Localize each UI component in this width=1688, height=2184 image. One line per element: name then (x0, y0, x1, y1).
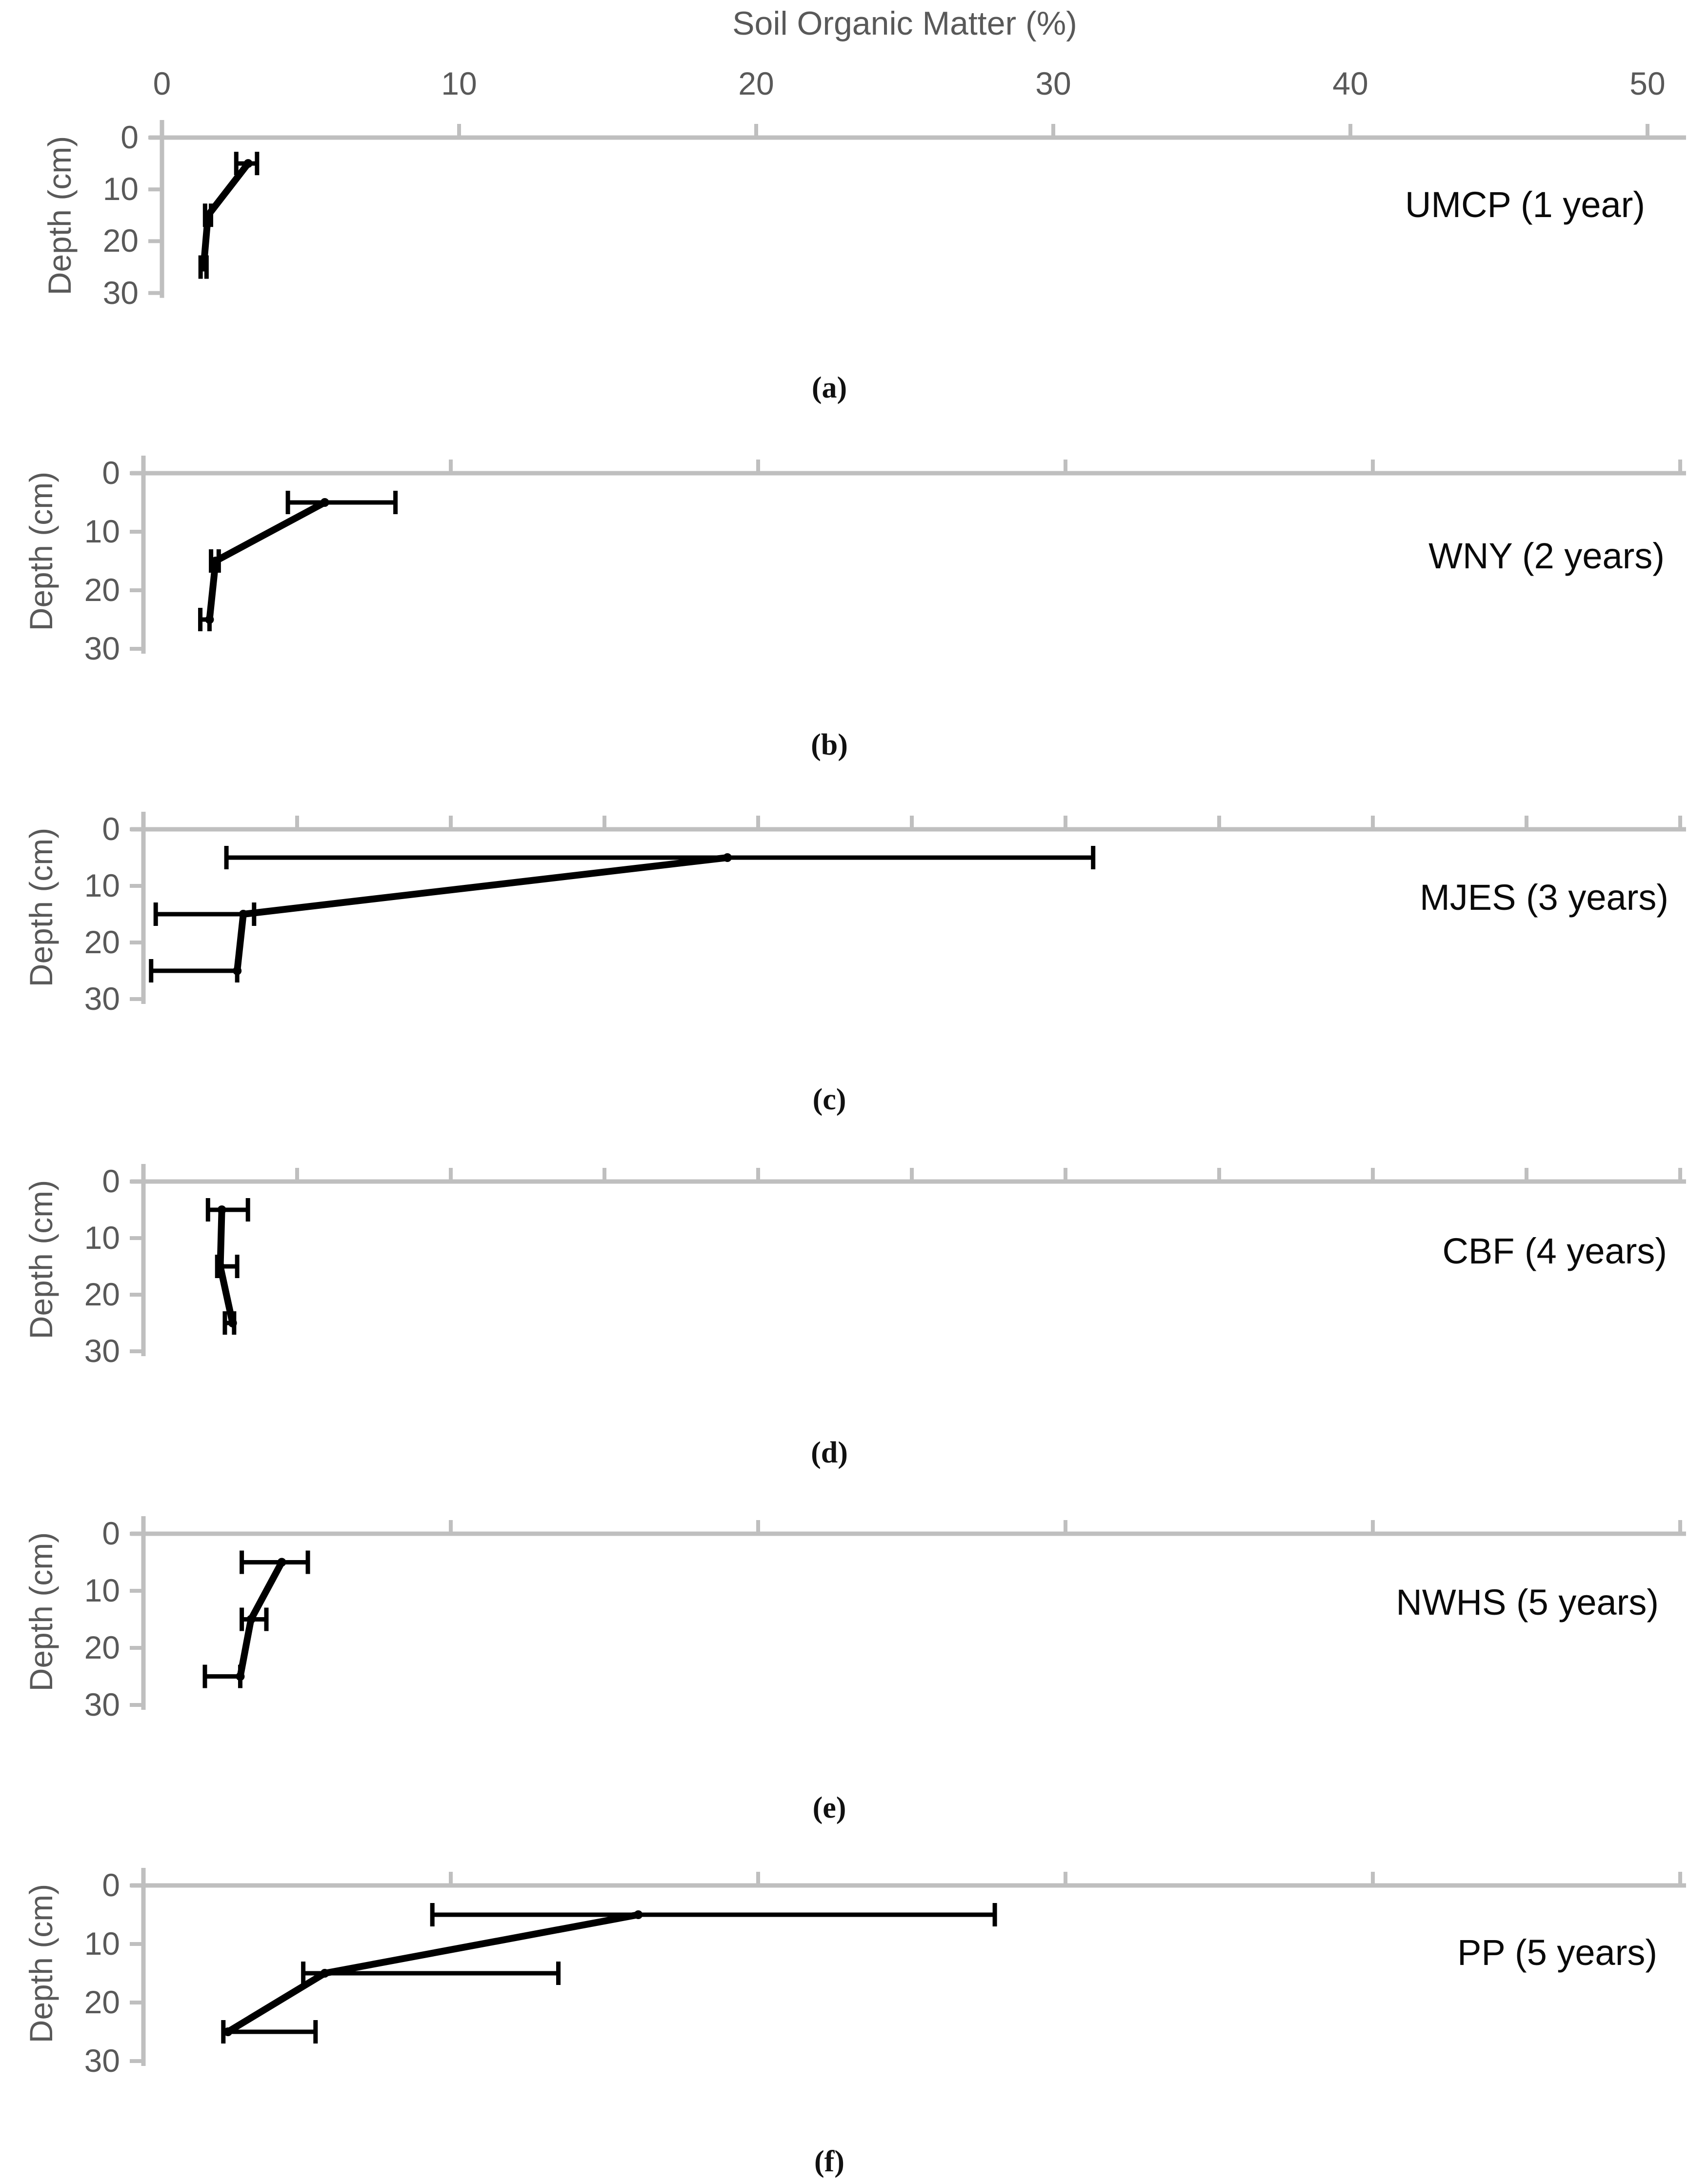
data-point-marker (217, 1205, 226, 1214)
data-point-marker (236, 1672, 245, 1681)
depth-tick-label: 30 (84, 630, 120, 666)
depth-tick-label: 20 (84, 572, 120, 608)
depth-tick-label: 20 (84, 1629, 120, 1665)
site-label: PP (5 years) (1457, 1932, 1657, 1973)
site-label: WNY (2 years) (1428, 536, 1665, 576)
depth-tick-label: 10 (84, 1925, 120, 1962)
depth-tick-label: 0 (102, 811, 120, 847)
depth-tick-label: 30 (84, 981, 120, 1017)
depth-tick-label: 30 (102, 274, 139, 311)
y-axis-title: Depth (cm) (23, 1883, 59, 2044)
panel-label: (b) (811, 728, 848, 761)
data-point-marker (211, 557, 221, 565)
panel-label: (a) (811, 371, 847, 404)
depth-tick-label: 0 (102, 1867, 120, 1903)
y-axis-title: Depth (cm) (23, 827, 59, 987)
x-axis-title: Soil Organic Matter (%) (732, 5, 1077, 42)
data-line (206, 499, 328, 623)
site-label: CBF (4 years) (1442, 1231, 1667, 1271)
data-point-marker (205, 615, 214, 624)
x-axis-value-label: 0 (153, 65, 171, 101)
depth-tick-label: 30 (84, 1333, 120, 1369)
data-point-marker (203, 211, 213, 220)
panel-label: (e) (812, 1791, 846, 1824)
data-point-marker (228, 1319, 237, 1327)
depth-tick-label: 30 (84, 2043, 120, 2079)
site-label: MJES (3 years) (1420, 877, 1668, 918)
y-axis-title: Depth (cm) (23, 1532, 59, 1692)
depth-tick-label: 0 (102, 1515, 120, 1551)
depth-tick-label: 30 (84, 1686, 120, 1723)
depth-tick-label: 0 (121, 119, 139, 155)
y-axis-title: Depth (cm) (41, 136, 78, 296)
data-point-marker (199, 262, 208, 272)
depth-tick-label: 10 (84, 867, 120, 903)
depth-tick-label: 20 (102, 222, 139, 259)
x-axis-value-label: 40 (1332, 65, 1368, 101)
data-point-marker (216, 1262, 225, 1271)
site-label: NWHS (5 years) (1396, 1582, 1659, 1623)
data-point-marker (320, 498, 329, 507)
depth-tick-label: 10 (84, 513, 120, 549)
x-axis-value-label: 30 (1035, 65, 1071, 101)
panel-label: (f) (814, 2145, 844, 2178)
depth-tick-label: 20 (84, 924, 120, 960)
site-label: UMCP (1 year) (1405, 184, 1645, 225)
depth-tick-label: 20 (84, 1984, 120, 2020)
data-point-marker (239, 910, 248, 919)
y-axis-title: Depth (cm) (23, 1180, 59, 1340)
data-point-marker (233, 966, 242, 975)
data-point-marker (223, 2027, 233, 2036)
y-axis-title: Depth (cm) (23, 471, 59, 631)
depth-tick-label: 0 (102, 455, 120, 491)
data-point-marker (320, 1969, 329, 1978)
x-axis-value-label: 20 (738, 65, 774, 101)
data-point-marker (243, 159, 253, 168)
x-axis-value-label: 10 (441, 65, 477, 101)
panel-label: (c) (812, 1083, 846, 1116)
data-line (234, 854, 731, 974)
x-axis-value-label: 50 (1629, 65, 1666, 101)
depth-tick-label: 10 (102, 171, 139, 207)
depth-tick-label: 20 (84, 1276, 120, 1312)
depth-tick-label: 10 (84, 1220, 120, 1256)
panel-label: (d) (811, 1436, 848, 1469)
data-point-marker (277, 1558, 286, 1567)
data-point-marker (634, 1910, 643, 1919)
depth-tick-label: 0 (102, 1163, 120, 1199)
depth-tick-label: 10 (84, 1572, 120, 1608)
data-point-marker (246, 1615, 256, 1624)
data-point-marker (723, 853, 732, 862)
